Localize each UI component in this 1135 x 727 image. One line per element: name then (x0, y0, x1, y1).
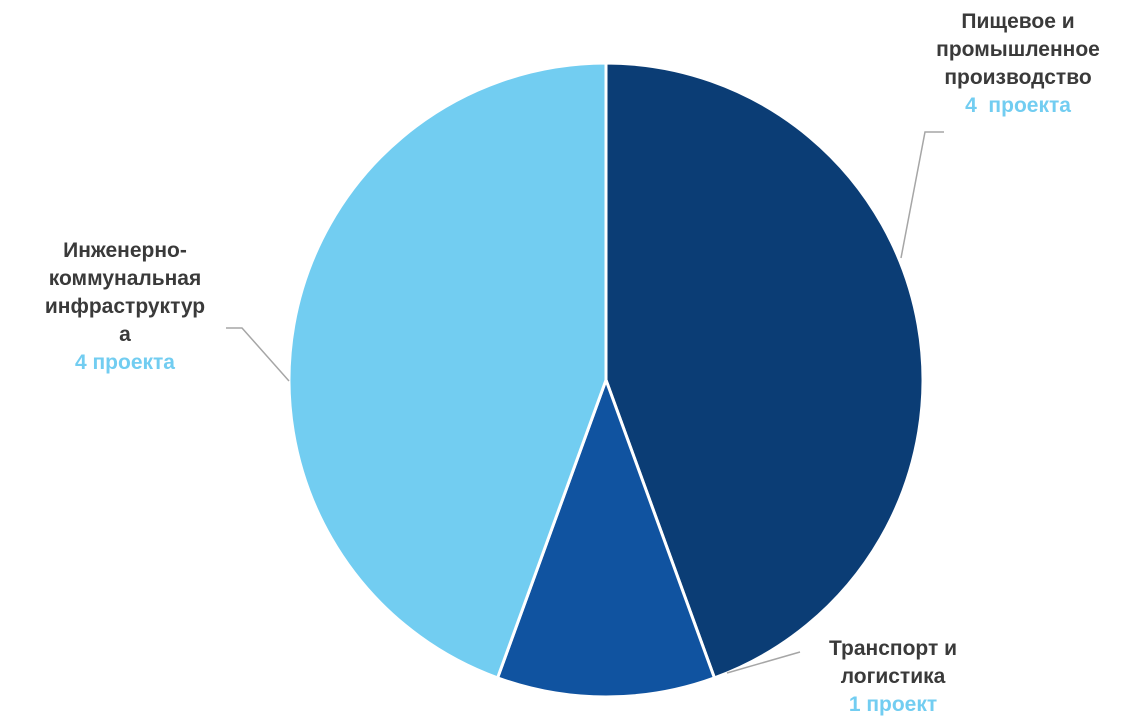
leader-line-transport-logistics (726, 651, 801, 674)
label-engineering-infrastructure-line-2: коммунальная (48, 267, 202, 290)
slice-engineering-infrastructure (287, 61, 608, 680)
label-food-industry-line-3: производство (944, 66, 1092, 89)
label-transport-logistics-line-2: логистика (840, 665, 946, 688)
leader-line-food-industry (900, 131, 944, 259)
pie-slices (287, 61, 925, 699)
label-transport-logistics: Транспорт и логистика 1 проект (793, 635, 993, 719)
slice-food-industry (604, 61, 925, 680)
label-engineering-infrastructure-count: 4 проекта (74, 351, 175, 374)
label-food-industry: Пищевое и промышленное производство 4 пр… (906, 8, 1130, 120)
label-engineering-infrastructure-line-4: а (119, 323, 131, 346)
leader-lines (226, 131, 944, 674)
label-food-industry-count: 4 проекта (965, 94, 1071, 117)
label-engineering-infrastructure-line-1: Инженерно- (63, 239, 187, 262)
label-transport-logistics-count: 1 проект (848, 693, 938, 716)
label-transport-logistics-line-1: Транспорт и (829, 637, 957, 660)
slice-transport-logistics (496, 378, 716, 699)
label-engineering-infrastructure: Инженерно- коммунальная инфраструктур а … (14, 237, 236, 377)
label-food-industry-line-1: Пищевое и (961, 10, 1075, 33)
leader-line-engineering-infrastructure (226, 327, 290, 382)
label-food-industry-line-2: промышленное (936, 38, 1100, 61)
label-engineering-infrastructure-line-3: инфраструктур (44, 295, 206, 318)
